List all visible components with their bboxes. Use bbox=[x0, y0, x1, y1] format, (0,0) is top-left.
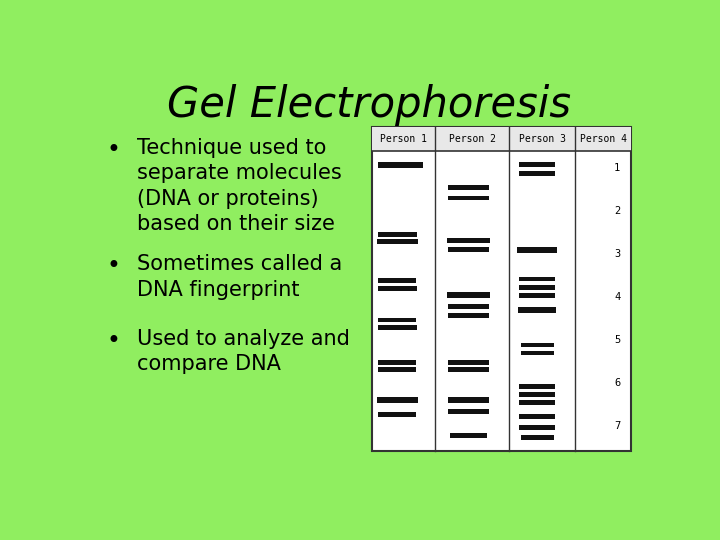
Bar bbox=[519, 425, 555, 430]
Bar bbox=[372, 127, 631, 151]
Text: Technique used to
separate molecules
(DNA or proteins)
based on their size: Technique used to separate molecules (DN… bbox=[138, 138, 342, 234]
Bar bbox=[378, 318, 416, 322]
Bar bbox=[519, 392, 555, 397]
Bar bbox=[449, 185, 489, 190]
Bar bbox=[449, 367, 489, 372]
Bar bbox=[377, 162, 423, 168]
Text: Used to analyze and
compare DNA: Used to analyze and compare DNA bbox=[138, 329, 351, 374]
Bar bbox=[449, 313, 489, 318]
Bar bbox=[448, 247, 490, 252]
Text: •: • bbox=[107, 254, 121, 278]
Bar bbox=[519, 293, 555, 298]
Bar bbox=[519, 414, 555, 418]
Text: •: • bbox=[107, 138, 121, 161]
Bar bbox=[519, 162, 555, 167]
Text: Person 3: Person 3 bbox=[519, 134, 566, 144]
Bar bbox=[449, 397, 489, 403]
Text: •: • bbox=[107, 329, 121, 353]
Bar bbox=[378, 360, 416, 365]
Bar bbox=[519, 400, 555, 405]
Text: 1: 1 bbox=[614, 163, 621, 173]
Bar bbox=[377, 397, 418, 403]
Bar bbox=[372, 127, 631, 451]
Bar bbox=[519, 285, 555, 289]
Text: 4: 4 bbox=[614, 292, 621, 301]
Bar bbox=[450, 434, 487, 438]
Bar bbox=[521, 435, 554, 440]
Bar bbox=[377, 239, 418, 244]
Text: Gel Electrophoresis: Gel Electrophoresis bbox=[167, 84, 571, 125]
Text: 3: 3 bbox=[614, 248, 621, 259]
Bar bbox=[377, 325, 417, 330]
Text: 6: 6 bbox=[614, 377, 621, 388]
Bar bbox=[447, 238, 490, 242]
Bar bbox=[518, 307, 557, 313]
Text: Sometimes called a
DNA fingerprint: Sometimes called a DNA fingerprint bbox=[138, 254, 343, 300]
Bar bbox=[519, 384, 555, 389]
Bar bbox=[449, 409, 489, 414]
Text: Person 4: Person 4 bbox=[580, 134, 627, 144]
Bar bbox=[449, 304, 489, 309]
Text: 7: 7 bbox=[614, 421, 621, 430]
Bar bbox=[377, 232, 417, 237]
Bar bbox=[377, 286, 417, 291]
Text: Person 2: Person 2 bbox=[449, 134, 496, 144]
Bar bbox=[378, 413, 416, 417]
Bar bbox=[447, 292, 490, 298]
Bar bbox=[519, 171, 555, 176]
Bar bbox=[519, 277, 555, 281]
Bar bbox=[521, 350, 554, 355]
Bar bbox=[449, 195, 489, 200]
Text: 2: 2 bbox=[614, 206, 621, 215]
Bar bbox=[378, 279, 416, 284]
Bar bbox=[517, 247, 557, 253]
Text: 5: 5 bbox=[614, 335, 621, 345]
Text: Person 1: Person 1 bbox=[380, 134, 427, 144]
Bar bbox=[378, 367, 416, 372]
Bar bbox=[449, 360, 489, 365]
Bar bbox=[521, 342, 554, 347]
